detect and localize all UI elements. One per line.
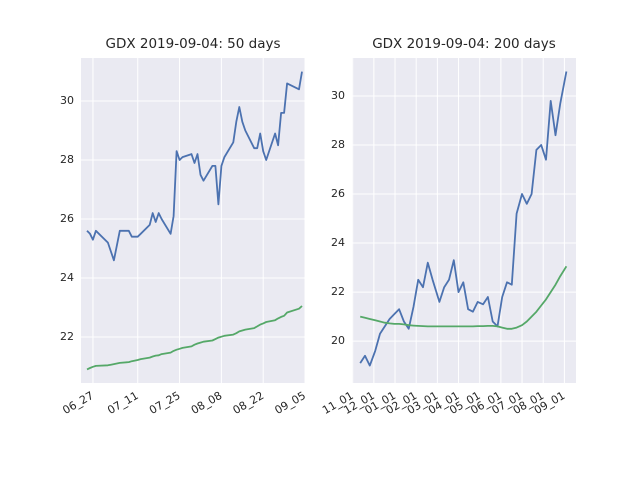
line bbox=[359, 265, 568, 330]
plot-area bbox=[352, 58, 576, 383]
x-tick-label: 08_08 bbox=[189, 389, 225, 417]
x-tick-label: 07_11 bbox=[105, 389, 141, 417]
y-tick-label: 24 bbox=[331, 236, 345, 249]
y-tick-label: 28 bbox=[331, 138, 345, 151]
y-tick-label: 30 bbox=[331, 89, 345, 102]
plot-area bbox=[81, 58, 305, 383]
y-tick-label: 22 bbox=[60, 330, 74, 343]
y-tick-label: 28 bbox=[60, 153, 74, 166]
x-tick-label: 07_25 bbox=[147, 389, 183, 417]
y-tick-label: 26 bbox=[331, 187, 345, 200]
x-tick-label: 06_27 bbox=[60, 389, 96, 417]
y-tick-label: 22 bbox=[331, 285, 345, 298]
line bbox=[86, 71, 303, 262]
x-tick-label: 08_22 bbox=[231, 389, 267, 417]
line bbox=[86, 305, 303, 371]
line bbox=[359, 71, 568, 367]
y-tick-label: 24 bbox=[60, 271, 74, 284]
x-tick-label: 09_05 bbox=[272, 389, 308, 417]
chart-title: GDX 2019-09-04: 200 days bbox=[372, 36, 556, 52]
y-tick-label: 26 bbox=[60, 212, 74, 225]
y-tick-label: 30 bbox=[60, 94, 74, 107]
chart-title: GDX 2019-09-04: 50 days bbox=[105, 36, 280, 52]
y-tick-label: 20 bbox=[331, 334, 345, 347]
